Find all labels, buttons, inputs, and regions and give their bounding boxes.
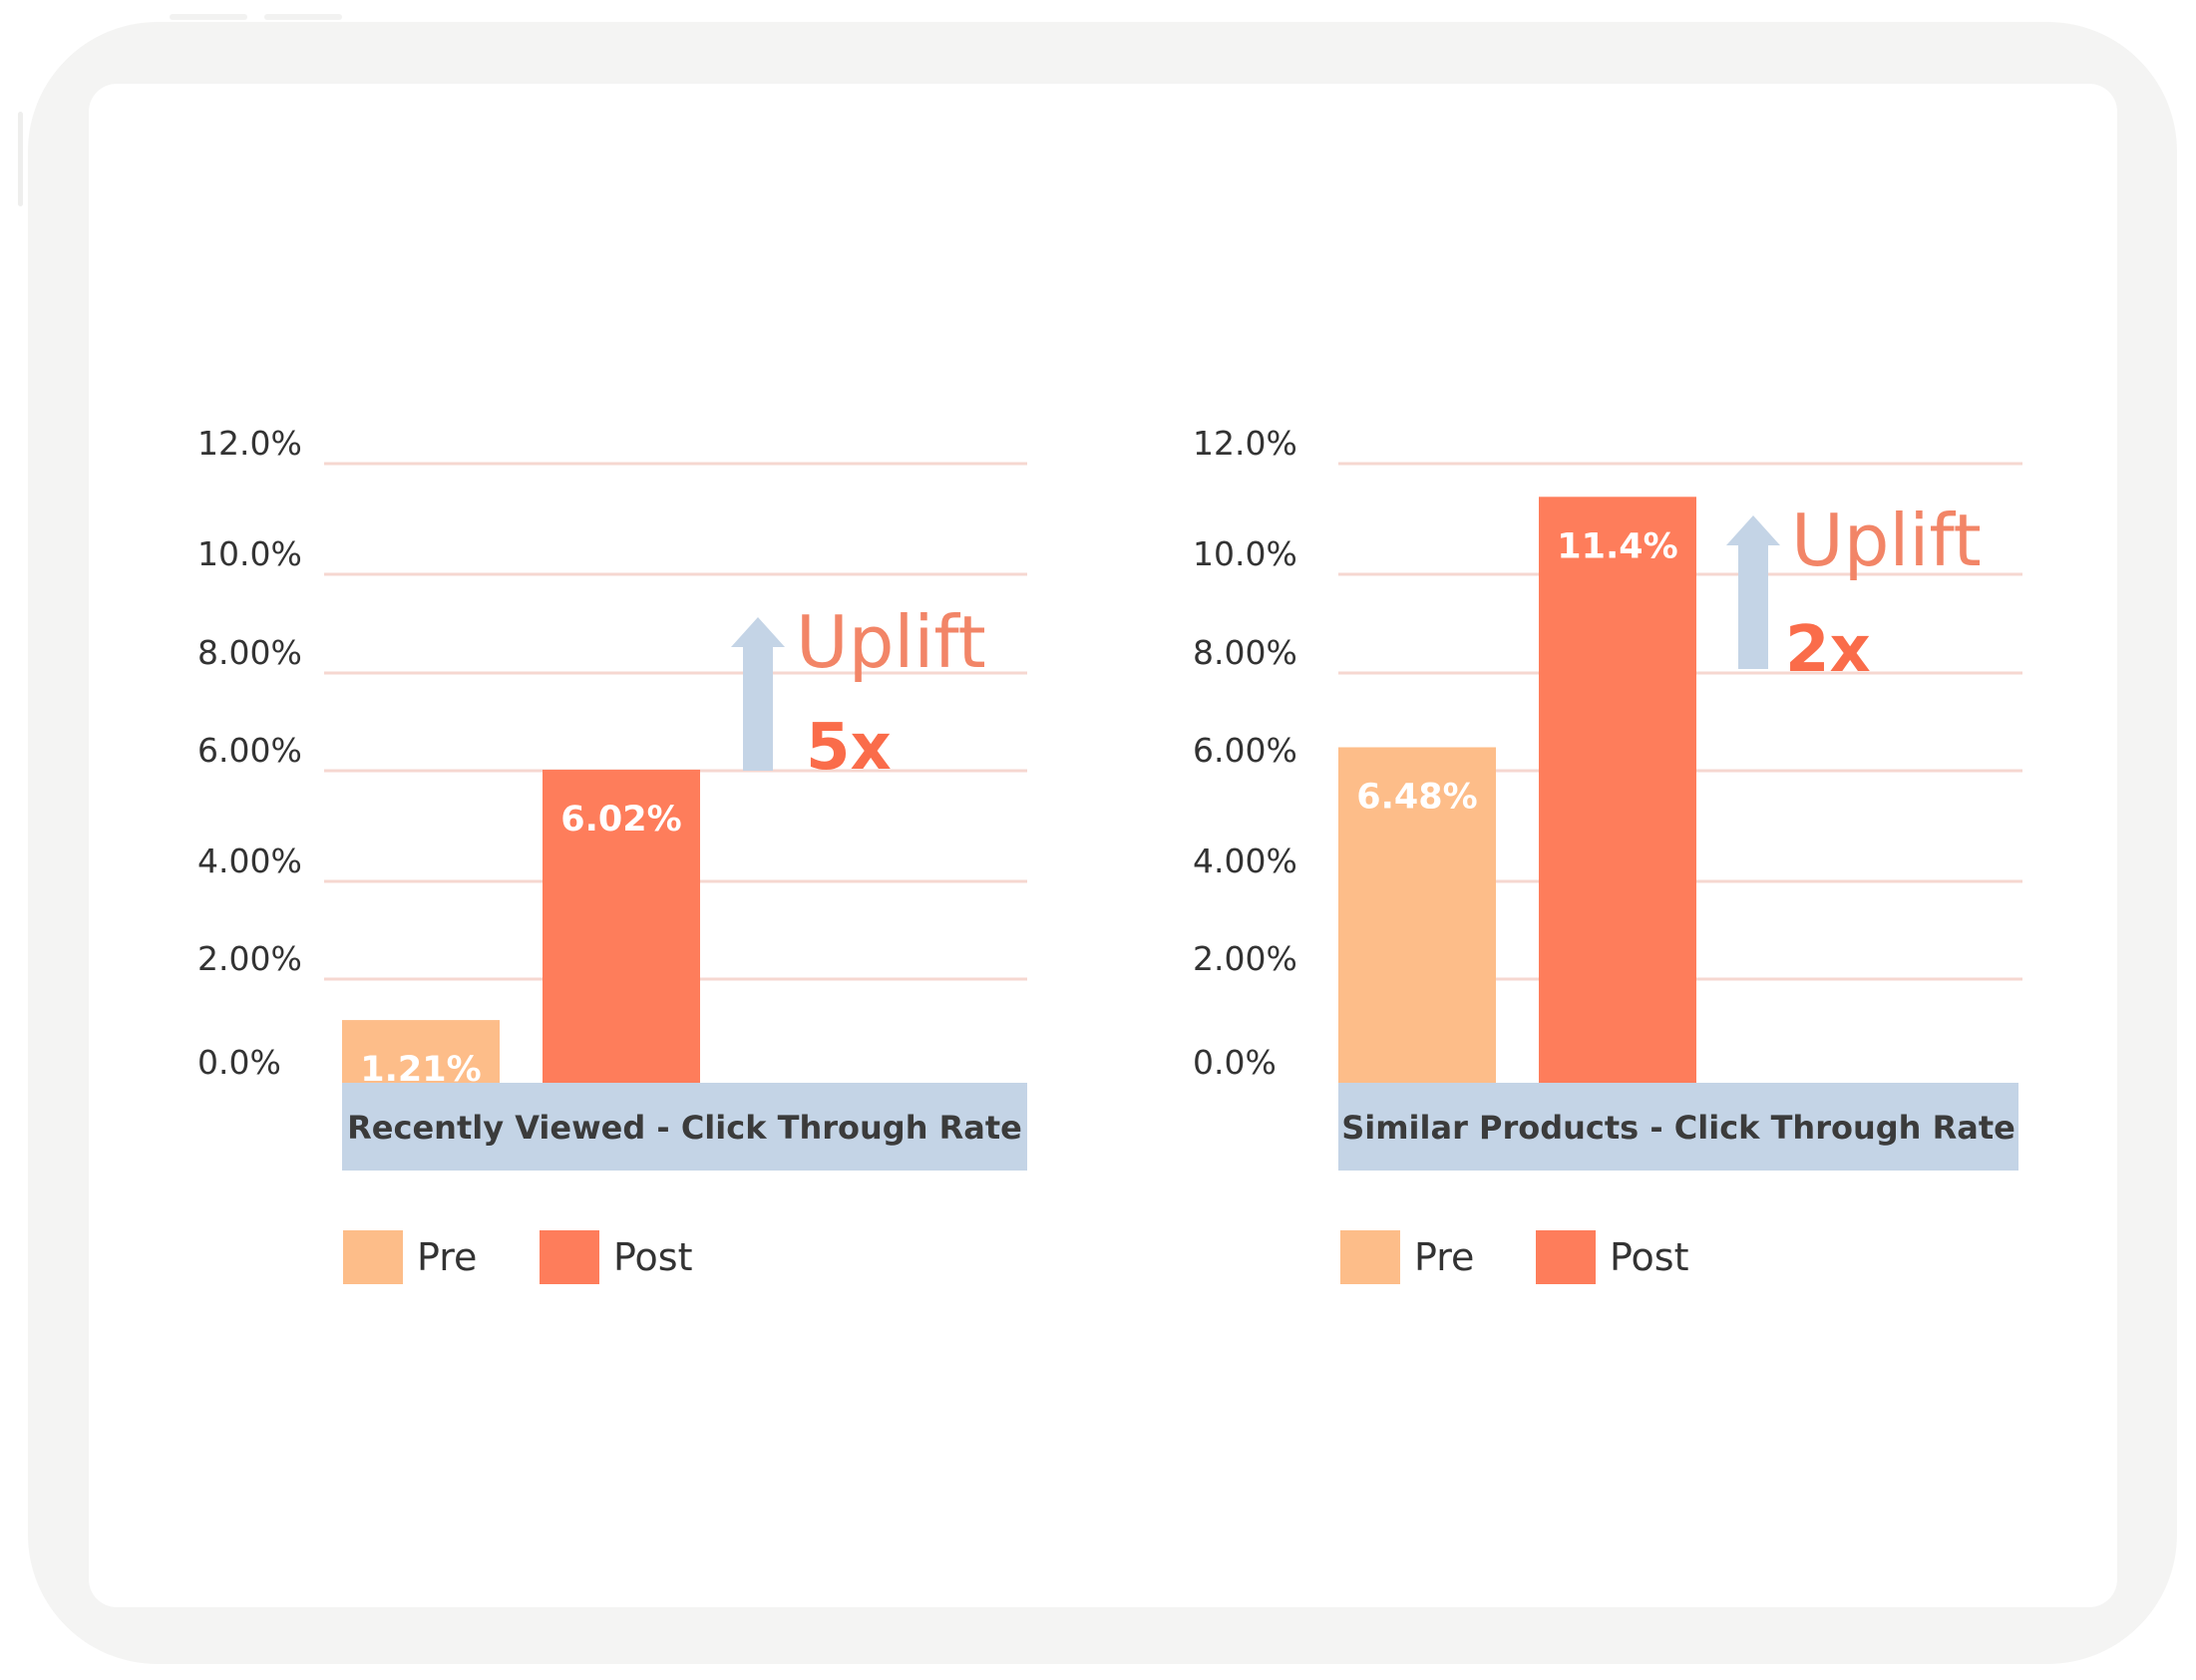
chart1-y-tick-label: 4.00% xyxy=(197,841,302,880)
chart2-uplift-multiplier: 2x xyxy=(1785,613,1871,687)
chart2-uplift-arrow-icon xyxy=(1726,515,1780,669)
chart2-y-tick-label: 6.00% xyxy=(1193,731,1297,770)
chart2-data-label: 11.4% xyxy=(1557,526,1677,566)
chart1-chart-title: Recently Viewed - Click Through Rate xyxy=(347,1109,1022,1147)
chart1-y-tick-label: 12.0% xyxy=(197,424,302,463)
frame-button-side xyxy=(18,112,23,206)
chart2-uplift-label: Uplift xyxy=(1791,499,1982,582)
chart2-legend-label-pre: Pre xyxy=(1414,1235,1474,1279)
chart2-chart-title: Similar Products - Click Through Rate xyxy=(1341,1109,2015,1147)
chart1-y-tick-label: 2.00% xyxy=(197,939,302,978)
chart2-category-band xyxy=(1338,1083,2018,1171)
chart2-y-tick-label: 10.0% xyxy=(1193,534,1297,573)
chart2-data-label: 6.48% xyxy=(1356,777,1477,817)
chart1-legend-swatch-post xyxy=(540,1230,599,1284)
chart2-legend-label-post: Post xyxy=(1610,1235,1689,1279)
chart1-y-tick-label: 8.00% xyxy=(197,633,302,672)
chart2-y-tick-label: 2.00% xyxy=(1193,939,1297,978)
frame-button-top-1 xyxy=(170,14,247,20)
frame-button-top-2 xyxy=(264,14,342,20)
chart2-y-tick-label: 4.00% xyxy=(1193,841,1297,880)
chart2-y-tick-label: 0.0% xyxy=(1193,1043,1277,1082)
chart2-bar-pre xyxy=(1338,747,1496,1083)
chart2-y-tick-label: 8.00% xyxy=(1193,633,1297,672)
chart1-y-tick-label: 0.0% xyxy=(197,1043,281,1082)
chart1-uplift-multiplier: 5x xyxy=(806,711,892,785)
chart1-legend-label-post: Post xyxy=(613,1235,693,1279)
chart1-y-tick-label: 10.0% xyxy=(197,534,302,573)
tablet-screen xyxy=(89,84,2117,1607)
chart1-data-label: 6.02% xyxy=(560,800,681,840)
chart1-uplift-label: Uplift xyxy=(796,600,986,684)
chart1-legend-label-pre: Pre xyxy=(417,1235,477,1279)
chart1-category-band xyxy=(342,1083,1027,1171)
chart2-y-tick-label: 12.0% xyxy=(1193,424,1297,463)
chart2-bar-post xyxy=(1539,497,1696,1083)
chart1-bar-post xyxy=(543,770,700,1083)
chart2-legend-swatch-pre xyxy=(1340,1230,1400,1284)
chart1-bar-pre xyxy=(342,1020,500,1083)
chart1-y-tick-label: 6.00% xyxy=(197,731,302,770)
chart2-legend-swatch-post xyxy=(1536,1230,1596,1284)
chart1-uplift-arrow-icon xyxy=(731,617,785,771)
chart1-legend-swatch-pre xyxy=(343,1230,403,1284)
